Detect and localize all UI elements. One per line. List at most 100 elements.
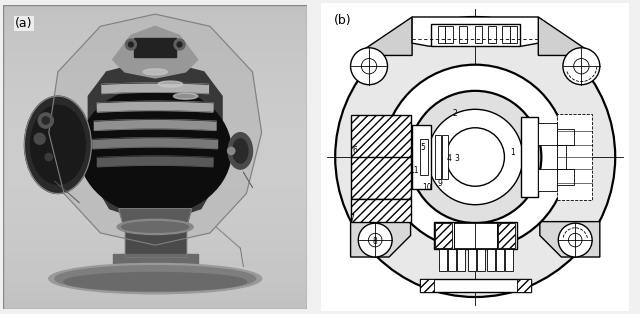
Circle shape xyxy=(428,109,523,205)
Bar xyxy=(3,151,307,154)
Circle shape xyxy=(177,42,182,47)
Bar xyxy=(3,263,307,267)
Bar xyxy=(131,263,179,273)
Circle shape xyxy=(38,113,53,128)
Circle shape xyxy=(409,91,541,223)
Bar xyxy=(351,116,411,198)
Polygon shape xyxy=(351,222,411,257)
Bar xyxy=(3,178,307,181)
Bar xyxy=(3,285,307,288)
Polygon shape xyxy=(412,17,538,46)
Circle shape xyxy=(129,42,133,47)
Bar xyxy=(3,14,307,17)
Bar xyxy=(488,26,496,43)
Bar xyxy=(420,279,531,292)
Bar xyxy=(3,60,307,63)
Ellipse shape xyxy=(64,273,246,291)
Polygon shape xyxy=(119,209,192,230)
Bar xyxy=(3,303,307,306)
Bar xyxy=(3,282,307,285)
Ellipse shape xyxy=(122,222,189,232)
Text: 9: 9 xyxy=(437,179,442,188)
Bar xyxy=(3,63,307,66)
Bar xyxy=(3,248,307,251)
Bar xyxy=(3,114,307,117)
Polygon shape xyxy=(97,156,213,167)
Bar xyxy=(125,227,186,257)
Polygon shape xyxy=(95,120,216,130)
Bar xyxy=(3,291,307,294)
Bar xyxy=(3,200,307,203)
Ellipse shape xyxy=(31,105,85,184)
Bar xyxy=(3,218,307,221)
Bar xyxy=(3,276,307,279)
Ellipse shape xyxy=(117,219,193,235)
Bar xyxy=(3,57,307,60)
Bar xyxy=(3,72,307,75)
Bar xyxy=(3,203,307,206)
Ellipse shape xyxy=(55,266,255,291)
Bar xyxy=(3,23,307,26)
Bar xyxy=(3,269,307,273)
Bar xyxy=(3,221,307,224)
Circle shape xyxy=(563,48,600,85)
Ellipse shape xyxy=(228,133,253,169)
Bar xyxy=(557,169,573,185)
Bar xyxy=(448,249,456,271)
Bar xyxy=(538,123,557,145)
Bar xyxy=(3,148,307,151)
Bar xyxy=(3,209,307,212)
Bar xyxy=(505,249,513,271)
Polygon shape xyxy=(97,101,213,112)
Bar xyxy=(3,279,307,282)
Polygon shape xyxy=(49,14,262,245)
Circle shape xyxy=(568,233,582,247)
Bar xyxy=(3,117,307,121)
Ellipse shape xyxy=(143,69,168,75)
Bar xyxy=(3,84,307,87)
Bar xyxy=(499,223,515,248)
Bar xyxy=(3,105,307,108)
Bar xyxy=(538,169,557,191)
Bar xyxy=(557,145,566,169)
Bar xyxy=(3,38,307,41)
Polygon shape xyxy=(538,17,595,56)
Bar xyxy=(134,38,177,57)
Circle shape xyxy=(573,58,589,74)
Bar xyxy=(510,26,517,43)
Bar xyxy=(3,47,307,51)
Bar xyxy=(3,41,307,45)
Bar xyxy=(3,300,307,303)
Bar xyxy=(3,127,307,130)
Bar xyxy=(125,227,186,257)
Text: 2: 2 xyxy=(453,109,458,118)
Bar xyxy=(3,169,307,172)
Bar xyxy=(3,227,307,230)
Bar xyxy=(3,157,307,160)
Bar xyxy=(3,102,307,105)
Bar xyxy=(3,163,307,166)
Ellipse shape xyxy=(158,81,182,87)
Bar xyxy=(3,29,307,32)
Bar xyxy=(477,249,485,271)
Bar xyxy=(3,145,307,148)
Bar xyxy=(3,267,307,269)
Polygon shape xyxy=(540,222,600,257)
Bar xyxy=(442,135,447,179)
Bar xyxy=(3,75,307,78)
Text: (a): (a) xyxy=(15,17,33,30)
Bar xyxy=(435,135,441,179)
Bar xyxy=(3,224,307,227)
Bar xyxy=(3,81,307,84)
Text: (b): (b) xyxy=(333,14,351,27)
Bar xyxy=(3,239,307,242)
Bar xyxy=(3,111,307,114)
Ellipse shape xyxy=(233,139,248,163)
Bar xyxy=(3,154,307,157)
Bar xyxy=(3,197,307,200)
Circle shape xyxy=(362,58,377,74)
Bar xyxy=(3,251,307,254)
Bar xyxy=(3,32,307,35)
Bar xyxy=(486,249,495,271)
Bar xyxy=(445,26,452,43)
